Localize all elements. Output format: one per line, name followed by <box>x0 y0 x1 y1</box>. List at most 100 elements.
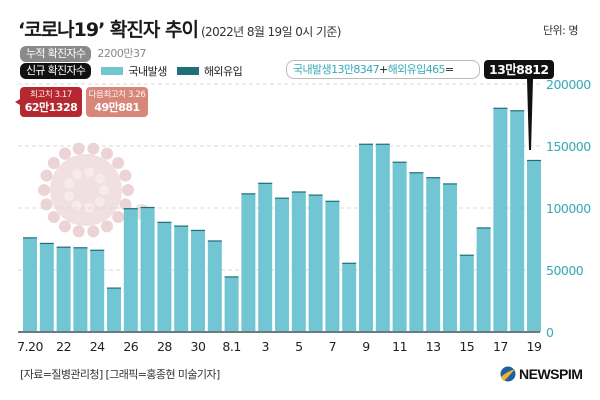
today-total: 13만8812 <box>484 60 554 79</box>
cumulative-value: 2200만37 <box>97 47 146 60</box>
bar-domestic <box>90 250 105 332</box>
peak-value: 62만1328 <box>24 101 78 114</box>
bar-overseas <box>275 197 289 199</box>
x-tick-label: 19 <box>527 339 542 354</box>
virus-texture <box>99 185 109 195</box>
y-tick-label: 150000 <box>546 139 591 154</box>
virus-body <box>50 154 122 226</box>
bar-overseas <box>493 107 508 109</box>
virus-spike <box>122 184 134 196</box>
peak-callout-second: 다음최고치 3.26 49만881 <box>86 87 148 117</box>
bar-domestic <box>73 247 88 332</box>
virus-spike <box>119 198 132 211</box>
y-tick-label: 0 <box>546 325 554 340</box>
today-formula: 국내발생13만8347+해외유입465= <box>286 60 480 79</box>
x-tick-label: 5 <box>295 339 302 354</box>
x-tick-label: 30 <box>191 339 206 354</box>
peak-callout-highest: 최고치 3.17 62만1328 <box>20 87 82 117</box>
x-tick-label: 28 <box>157 339 172 354</box>
newspim-logo: NEWSPIM <box>500 366 583 382</box>
bar-overseas <box>342 262 357 264</box>
bar-overseas <box>308 194 323 196</box>
bar-domestic <box>476 227 491 332</box>
bar-domestic <box>459 255 474 332</box>
x-tick-label: 3 <box>261 339 268 354</box>
y-tick-label: 50000 <box>546 263 584 278</box>
bar-domestic <box>174 225 189 332</box>
bar-overseas <box>443 183 457 185</box>
chart-title: ‘코로나19’ 확진자 추이 (2022년 8월 19일 0시 기준) <box>18 15 342 42</box>
bar-domestic <box>308 194 323 332</box>
x-tick-label: 9 <box>362 339 370 354</box>
unit-label: 단위: 명 <box>542 24 579 37</box>
virus-spike <box>47 210 60 223</box>
virus-spike <box>59 220 71 233</box>
bar-domestic <box>359 144 373 332</box>
legend: 신규 확진자수 국내발생 해외유입 <box>20 63 243 79</box>
bar-domestic <box>527 160 541 332</box>
peak-label: 최고치 3.17 <box>30 90 72 100</box>
bar-overseas <box>258 182 273 184</box>
source-credit: [자료=질병관리청] [그래픽=홍종현 미술기자] <box>20 368 220 381</box>
formula-equals: = <box>444 63 454 76</box>
bar-overseas <box>207 240 222 242</box>
bar-overseas <box>459 254 474 256</box>
x-tick-label: 7 <box>329 339 336 354</box>
bar-overseas <box>224 276 239 278</box>
bar-domestic <box>157 222 172 332</box>
y-tick-label: 100000 <box>546 201 591 216</box>
bar-domestic <box>375 144 390 332</box>
cumulative-badge: 누적 확진자수 <box>20 46 92 62</box>
bar-overseas <box>174 225 189 227</box>
bar-domestic <box>325 201 340 332</box>
virus-spike <box>119 169 132 182</box>
bar-overseas <box>527 159 541 162</box>
virus-spike <box>72 225 85 238</box>
bar-overseas <box>191 229 205 232</box>
bar-overseas <box>39 242 54 245</box>
virus-texture <box>94 196 105 207</box>
bar-domestic <box>207 240 222 332</box>
virus-texture <box>64 191 75 202</box>
bar-overseas <box>73 247 88 249</box>
x-tick-label: 11 <box>392 339 407 354</box>
bar-overseas <box>23 237 37 239</box>
bar-overseas <box>291 191 306 193</box>
new-cases-badge: 신규 확진자수 <box>20 63 92 79</box>
x-tick-label: 24 <box>90 339 105 354</box>
virus-spike <box>101 147 113 160</box>
bar-domestic <box>23 237 37 332</box>
virus-spike <box>40 198 53 211</box>
bar-overseas <box>476 227 491 229</box>
legend-swatch-overseas <box>176 67 199 75</box>
bar-domestic <box>291 191 306 332</box>
bar-domestic <box>342 263 357 332</box>
chart-title-text: ‘코로나19’ 확진자 추이 <box>18 19 199 41</box>
bar-domestic <box>510 110 525 332</box>
bar-domestic <box>224 276 239 332</box>
bar-domestic <box>443 183 457 332</box>
bar-domestic <box>56 247 71 332</box>
virus-spike <box>112 210 125 223</box>
legend-label-overseas: 해외유입 <box>203 65 243 78</box>
virus-spike <box>87 142 100 155</box>
legend-swatch-domestic <box>101 67 124 75</box>
virus-spike <box>101 220 113 233</box>
bar-domestic <box>258 183 273 332</box>
bar-domestic <box>275 198 289 332</box>
peak-value: 49만881 <box>94 101 140 114</box>
bar-overseas <box>140 206 155 209</box>
bar-overseas <box>426 177 441 179</box>
bar-overseas <box>409 172 424 174</box>
x-tick-label: 8.1 <box>222 339 240 354</box>
bar-domestic <box>191 230 205 332</box>
chart-subtitle: (2022년 8월 19일 0시 기준) <box>200 25 342 39</box>
bar-overseas <box>510 110 525 112</box>
virus-spike <box>112 157 125 170</box>
formula-plus: + <box>379 63 388 76</box>
bar-domestic <box>409 172 424 332</box>
bar-overseas <box>157 221 172 223</box>
virus-spike <box>87 225 100 238</box>
virus-spike <box>40 169 53 182</box>
cumulative-row: 누적 확진자수 2200만37 <box>20 42 146 62</box>
